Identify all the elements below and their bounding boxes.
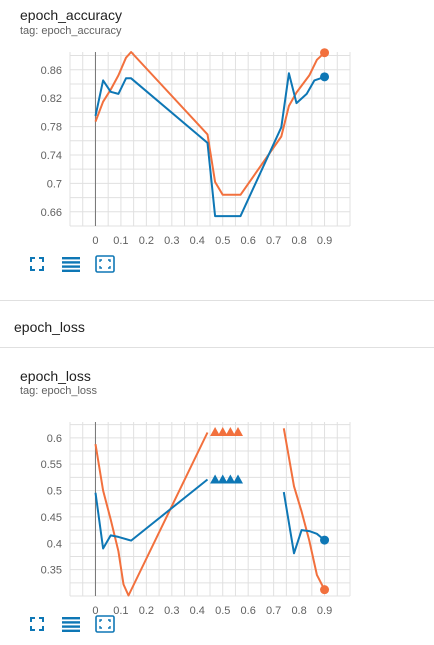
data-table-button[interactable]	[60, 613, 82, 635]
triangle-marker	[233, 474, 243, 484]
grid	[69, 422, 351, 597]
series-end-marker	[320, 585, 330, 595]
accuracy-chart-tag: tag: epoch_accuracy	[20, 25, 122, 37]
x-tick-label: 0	[92, 605, 98, 617]
series-end-marker	[320, 535, 330, 545]
x-tick-label: 0.6	[241, 605, 256, 617]
series-1	[94, 72, 330, 218]
x-tick-label: 0.3	[164, 605, 179, 617]
y-tick-label: 0.86	[41, 65, 62, 77]
series-0	[94, 427, 330, 597]
section-title: epoch_loss	[14, 319, 85, 335]
series-line	[94, 478, 209, 550]
y-tick-label: 0.6	[47, 433, 62, 445]
y-tick-label: 0.45	[41, 512, 62, 524]
accuracy-chart-card: epoch_accuracy tag: epoch_accuracy 0.66 0…	[0, 0, 434, 290]
x-tick-label: 0.9	[317, 605, 332, 617]
x-tick-label: 0.4	[190, 235, 205, 247]
series-line	[94, 51, 326, 196]
fullscreen-button[interactable]	[26, 613, 48, 635]
y-tick-label: 0.35	[41, 565, 62, 577]
x-tick-label: 0.9	[317, 235, 332, 247]
fullscreen-button[interactable]	[26, 253, 48, 275]
triangle-marker	[225, 474, 236, 484]
triangle-marker	[225, 427, 236, 437]
x-tick-label: 0.7	[266, 605, 281, 617]
fit-domain-icon	[95, 255, 115, 273]
accuracy-chart-title: epoch_accuracy	[20, 7, 122, 23]
fit-domain-icon	[95, 615, 115, 633]
x-tick-label: 0.3	[164, 235, 179, 247]
x-tick-label: 0.2	[139, 235, 154, 247]
fullscreen-icon	[30, 257, 44, 271]
y-tick-label: 0.4	[47, 538, 62, 550]
fit-domain-button[interactable]	[94, 253, 116, 275]
series-line	[94, 432, 209, 597]
x-tick-label: 0	[92, 235, 98, 247]
loss-chart-card: epoch_loss tag: epoch_loss 0.35 0.4 0.45 0.…	[0, 360, 434, 645]
data-table-icon	[62, 617, 80, 632]
loss-chart-toolbar	[26, 612, 116, 636]
accuracy-chart-plot[interactable]: 0.66 0.7 0.74 0.78 0.82 0.86 0 0.1 0.2 0.3 0.4 0.5 0…	[0, 40, 434, 250]
triangle-marker	[217, 474, 228, 484]
data-table-button[interactable]	[60, 253, 82, 275]
series-line	[282, 428, 326, 591]
x-tick-label: 0.6	[241, 235, 256, 247]
series-end-marker	[320, 72, 330, 82]
section-header[interactable]: epoch_loss	[0, 300, 434, 348]
x-tick-label: 0.8	[291, 235, 306, 247]
triangle-marker	[217, 427, 228, 437]
x-tick-label: 0.2	[139, 605, 154, 617]
x-tick-label: 0.7	[266, 235, 281, 247]
y-tick-label: 0.82	[41, 93, 62, 105]
accuracy-chart-toolbar	[26, 252, 116, 276]
x-tick-label: 0.1	[113, 605, 128, 617]
data-table-icon	[62, 257, 80, 272]
y-tick-label: 0.5	[47, 486, 62, 498]
x-tick-label: 0.1	[113, 235, 128, 247]
x-tick-label: 0.5	[215, 235, 230, 247]
x-tick-label: 0.8	[291, 605, 306, 617]
triangle-marker	[233, 427, 243, 437]
x-tick-label: 0.5	[215, 605, 230, 617]
series-0	[94, 48, 330, 196]
fit-domain-button[interactable]	[94, 613, 116, 635]
series-line	[94, 72, 325, 218]
triangle-marker	[210, 474, 221, 484]
series-line	[282, 491, 326, 555]
y-tick-label: 0.55	[41, 459, 62, 471]
y-tick-label: 0.78	[41, 122, 62, 134]
x-tick-label: 0.4	[190, 605, 205, 617]
series-end-marker	[320, 48, 330, 58]
loss-chart-plot[interactable]: 0.35 0.4 0.45 0.5 0.55 0.6 0 0.1 0.2 0.3 0.4 0.5 0.6…	[0, 410, 434, 620]
series-1	[94, 474, 330, 555]
fullscreen-icon	[30, 617, 44, 631]
triangle-marker	[210, 427, 221, 437]
loss-chart-tag: tag: epoch_loss	[20, 385, 98, 397]
loss-chart-title: epoch_loss	[20, 368, 91, 384]
y-tick-label: 0.7	[47, 178, 62, 190]
y-tick-label: 0.74	[41, 150, 62, 162]
y-tick-label: 0.66	[41, 207, 62, 219]
